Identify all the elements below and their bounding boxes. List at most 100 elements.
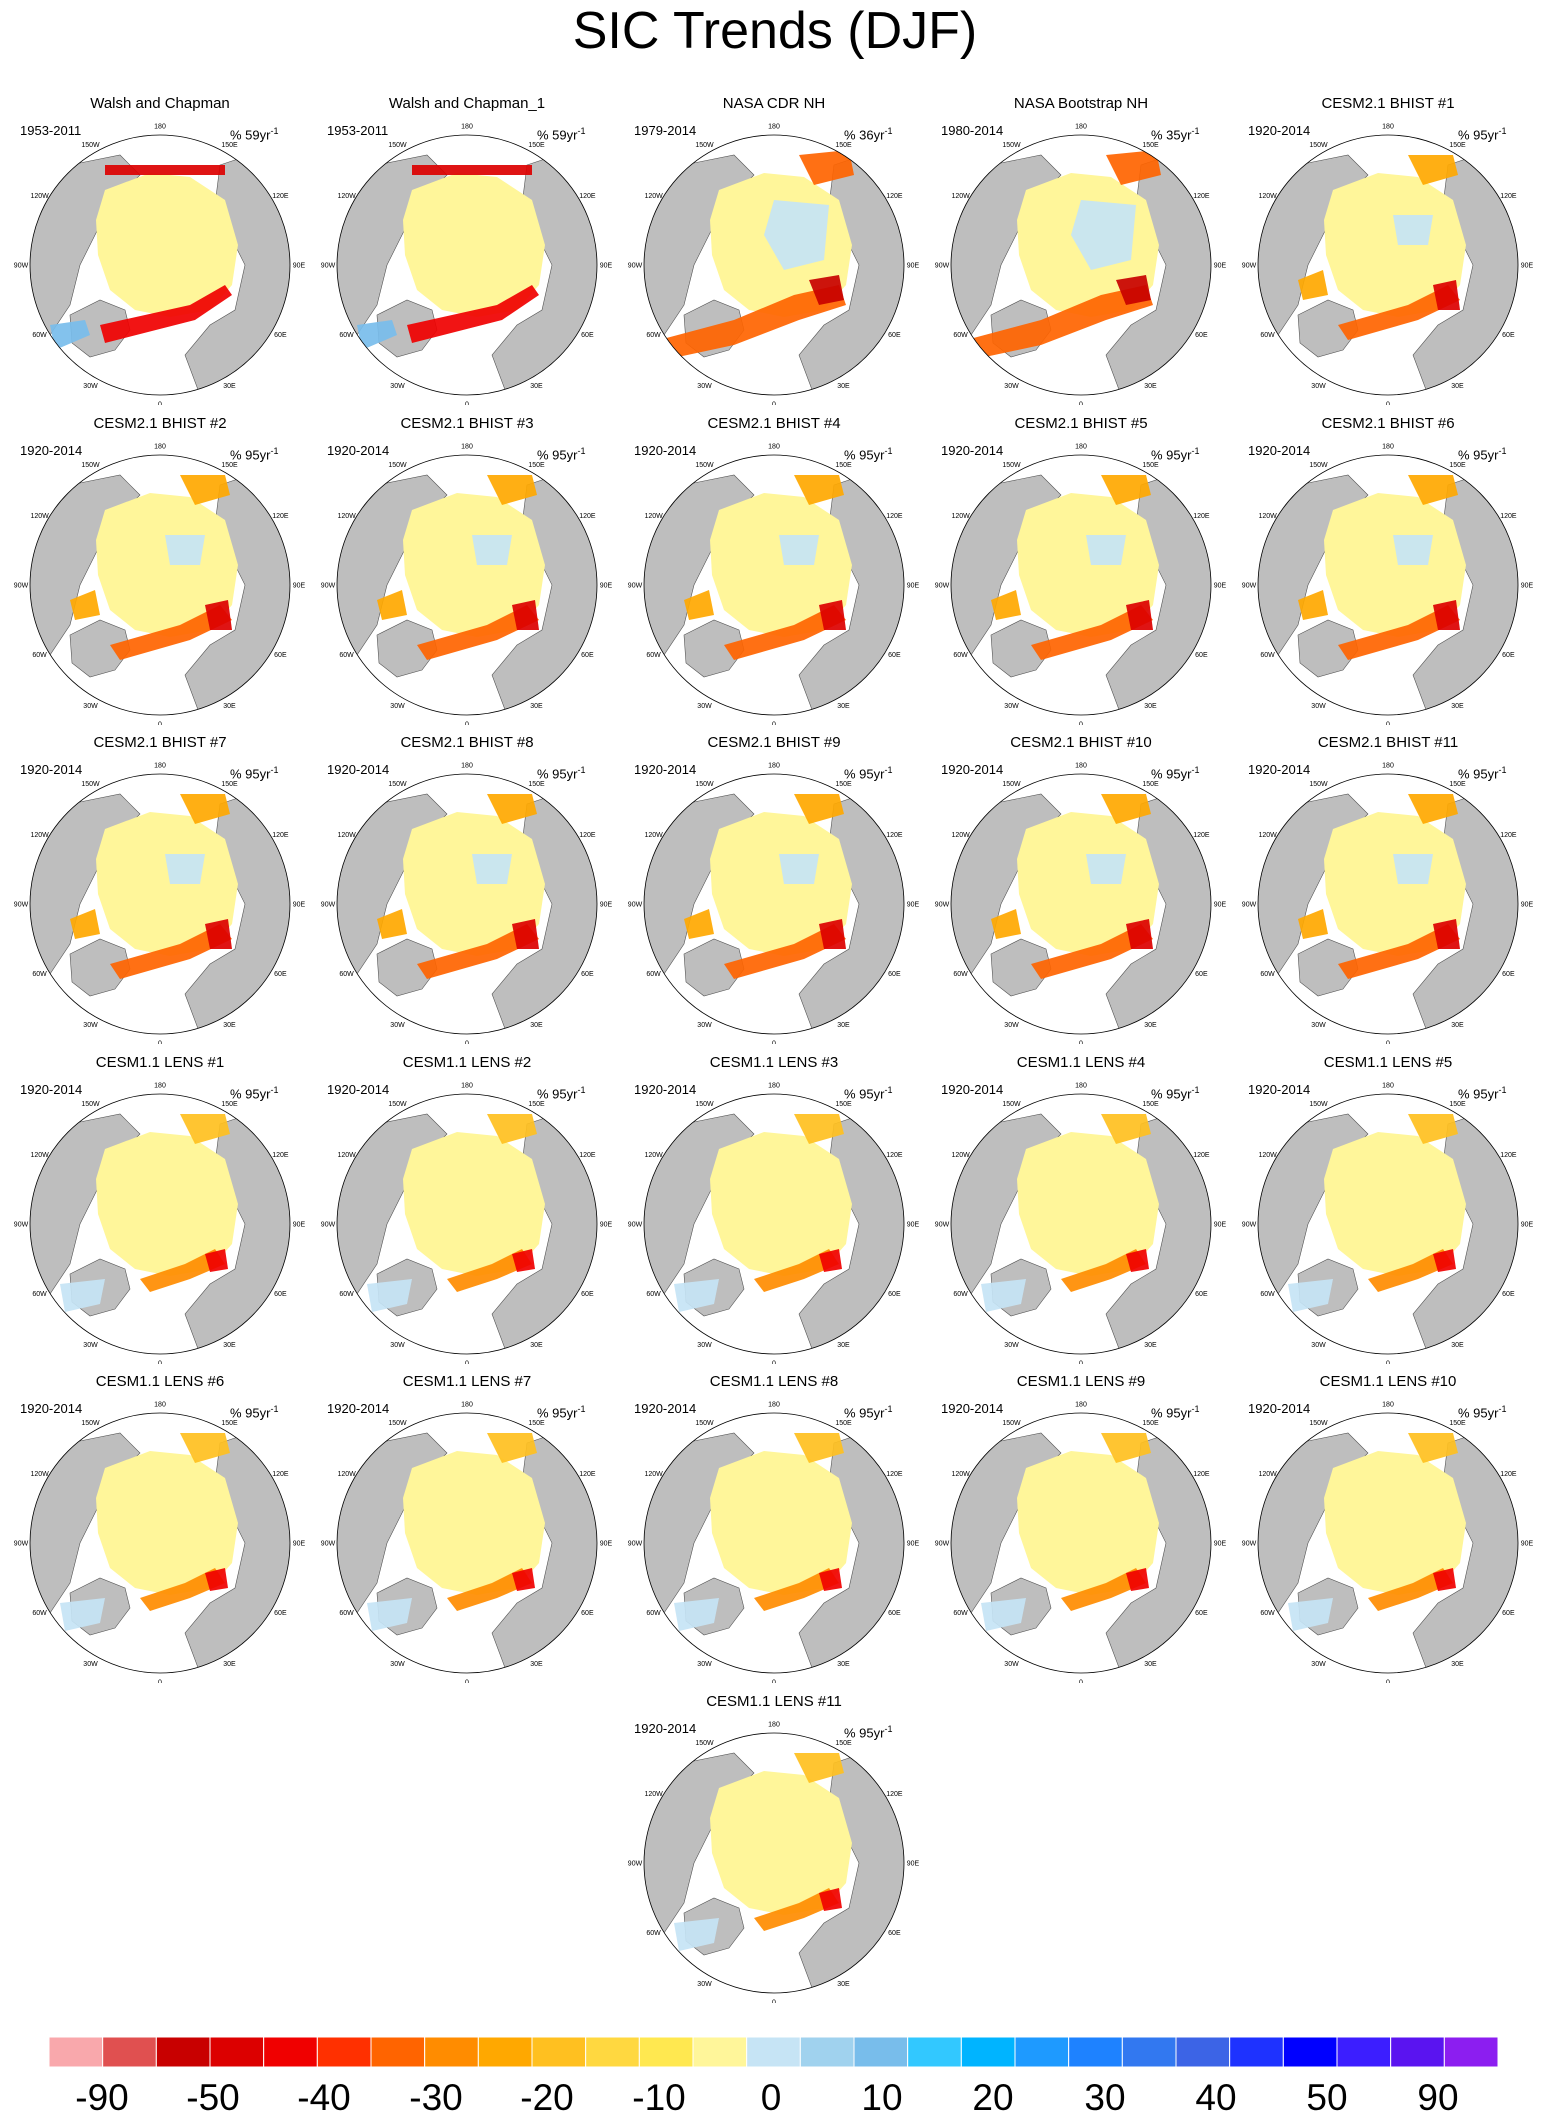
longitude-label: 180 <box>1075 763 1087 770</box>
panel-period: 1920-2014 <box>327 1081 390 1097</box>
colorbar-box <box>477 2036 533 2068</box>
colorbar-box <box>1443 2036 1499 2068</box>
longitude-label: 30W <box>83 1661 98 1668</box>
longitude-label: 60E <box>274 1610 287 1617</box>
trend-patch <box>1126 599 1153 630</box>
longitude-label: 120W <box>30 1471 49 1478</box>
panel-period: 1920-2014 <box>1248 1081 1311 1097</box>
longitude-label: 60W <box>1260 971 1275 978</box>
polar-map: 180 150E 120E 90E 60E 30E 0 30W 60W 90W 120W 150W <box>1242 1082 1534 1364</box>
longitude-label: 120E <box>1193 1152 1210 1159</box>
longitude-label: 90E <box>293 263 306 270</box>
longitude-label: 30E <box>837 1022 850 1029</box>
longitude-label: 150W <box>81 781 100 788</box>
longitude-label: 90E <box>907 902 920 909</box>
longitude-label: 0 <box>158 1041 162 1045</box>
longitude-label: 60W <box>32 652 47 659</box>
land-greenland <box>1297 299 1359 358</box>
longitude-label: 90E <box>1521 263 1534 270</box>
longitude-label: 30E <box>1144 383 1157 390</box>
map-panel: CESM1.1 LENS #6 1920-2014% 95yr-1 180 150E 1… <box>10 1373 310 1683</box>
panel-title: CESM1.1 LENS #7 <box>402 1373 532 1390</box>
longitude-label: 120W <box>30 832 49 839</box>
map-panel: CESM1.1 LENS #8 1920-2014% 95yr-1 180 150E 1… <box>624 1373 924 1683</box>
longitude-label: 120E <box>1500 1471 1517 1478</box>
longitude-label: 60W <box>953 332 968 339</box>
longitude-label: 90E <box>1521 902 1534 909</box>
polar-map: 180 150E 120E 90E 60E 30E 0 30W 60W 90W 120W 150W <box>14 1082 306 1364</box>
panel-trend-unit: % 95yr-1 <box>1458 445 1507 462</box>
panel-title: Walsh and Chapman_1 <box>388 95 546 112</box>
longitude-label: 150W <box>695 1101 714 1108</box>
longitude-label: 120E <box>1193 513 1210 520</box>
longitude-label: 90E <box>907 1221 920 1228</box>
sea-ice-trend-region <box>1017 812 1159 956</box>
longitude-label: 60W <box>953 971 968 978</box>
map-boundary <box>950 1412 1212 1674</box>
longitude-label: 90W <box>1242 902 1257 909</box>
map-boundary <box>336 134 598 396</box>
polar-map: 180 150E 120E 90E 60E 30E 0 30W 60W 90W 120W 150W <box>628 1082 920 1364</box>
longitude-label: 90W <box>1242 263 1257 270</box>
longitude-label: 60E <box>1195 332 1208 339</box>
panel-period: 1920-2014 <box>1248 442 1311 458</box>
polar-map: 180 150E 120E 90E 60E 30E 0 30W 60W 90W 120W 150W <box>628 763 920 1045</box>
map-boundary <box>1257 1412 1519 1674</box>
map-panel: CESM2.1 BHIST #10 1920-2014 % 95yr-1 180 150… <box>931 734 1231 1044</box>
trend-patch <box>1086 854 1126 884</box>
trend-patch <box>205 1568 228 1591</box>
longitude-label: 150W <box>1309 781 1328 788</box>
panel-title: CESM2.1 BHIST #10 <box>1010 734 1152 751</box>
longitude-label: 60W <box>646 332 661 339</box>
map-boundary <box>1257 454 1519 715</box>
longitude-label: 60E <box>1502 1291 1515 1298</box>
panel-period: 1920-2014 <box>20 1401 83 1416</box>
longitude-label: 0 <box>465 1041 469 1045</box>
longitude-label: 180 <box>154 1402 166 1409</box>
longitude-label: 0 <box>1079 721 1083 725</box>
longitude-label: 180 <box>768 763 780 770</box>
longitude-label: 150W <box>388 142 407 149</box>
longitude-label: 150E <box>528 462 545 469</box>
longitude-label: 180 <box>1382 443 1394 450</box>
trend-patch <box>165 534 205 565</box>
trend-patch <box>1368 1568 1453 1611</box>
panel-period: 1920-2014 <box>634 1720 697 1736</box>
longitude-label: 90E <box>600 1221 613 1228</box>
polar-map: 180 150E 120E 90E 60E 30E 0 30W 60W 90W 120W 150W <box>628 124 920 406</box>
longitude-label: 30E <box>837 1980 850 1987</box>
map-panel: Walsh and Chapman 1953-2011 % 59yr-1 180 150… <box>10 95 310 405</box>
longitude-label: 90E <box>600 1541 613 1548</box>
longitude-label: 120E <box>1193 193 1210 200</box>
longitude-label: 30E <box>837 1341 850 1348</box>
colorbar-box <box>746 2036 801 2068</box>
trend-patch <box>472 854 512 884</box>
longitude-label: 120W <box>644 1152 663 1159</box>
longitude-label: 60W <box>1260 1610 1275 1617</box>
panel-trend-unit: % 95yr-1 <box>230 1084 279 1101</box>
trend-patch <box>1408 794 1458 824</box>
longitude-label: 30E <box>1451 1022 1464 1029</box>
longitude-label: 180 <box>768 1082 780 1089</box>
map-panel: CESM2.1 BHIST #4 1920-2014 % 95yr-1 180 150E… <box>624 414 924 725</box>
map-boundary <box>950 1093 1212 1354</box>
longitude-label: 60E <box>888 1610 901 1617</box>
trend-patch <box>140 1248 225 1292</box>
longitude-label: 0 <box>1386 721 1390 725</box>
map-boundary <box>336 773 598 1035</box>
trend-patch <box>165 854 205 884</box>
longitude-label: 150E <box>1449 462 1466 469</box>
longitude-label: 150E <box>528 142 545 149</box>
longitude-label: 120W <box>951 1152 970 1159</box>
map-panel: CESM1.1 LENS #11 1920-2014 % 95yr-1 180 150E… <box>624 1693 924 2003</box>
trend-patch <box>794 1752 844 1783</box>
longitude-label: 180 <box>1075 1082 1087 1089</box>
longitude-label: 90E <box>1521 1221 1534 1228</box>
longitude-label: 180 <box>461 124 473 131</box>
sea-ice-trend-region <box>710 1451 852 1595</box>
colorbar-box <box>48 2036 104 2068</box>
map-boundary <box>643 1732 905 1993</box>
panel-title: CESM2.1 BHIST #4 <box>707 414 841 432</box>
polar-map: 180 150E 120E 90E 60E 30E 0 30W 60W 90W 120W 150W <box>321 1082 613 1364</box>
